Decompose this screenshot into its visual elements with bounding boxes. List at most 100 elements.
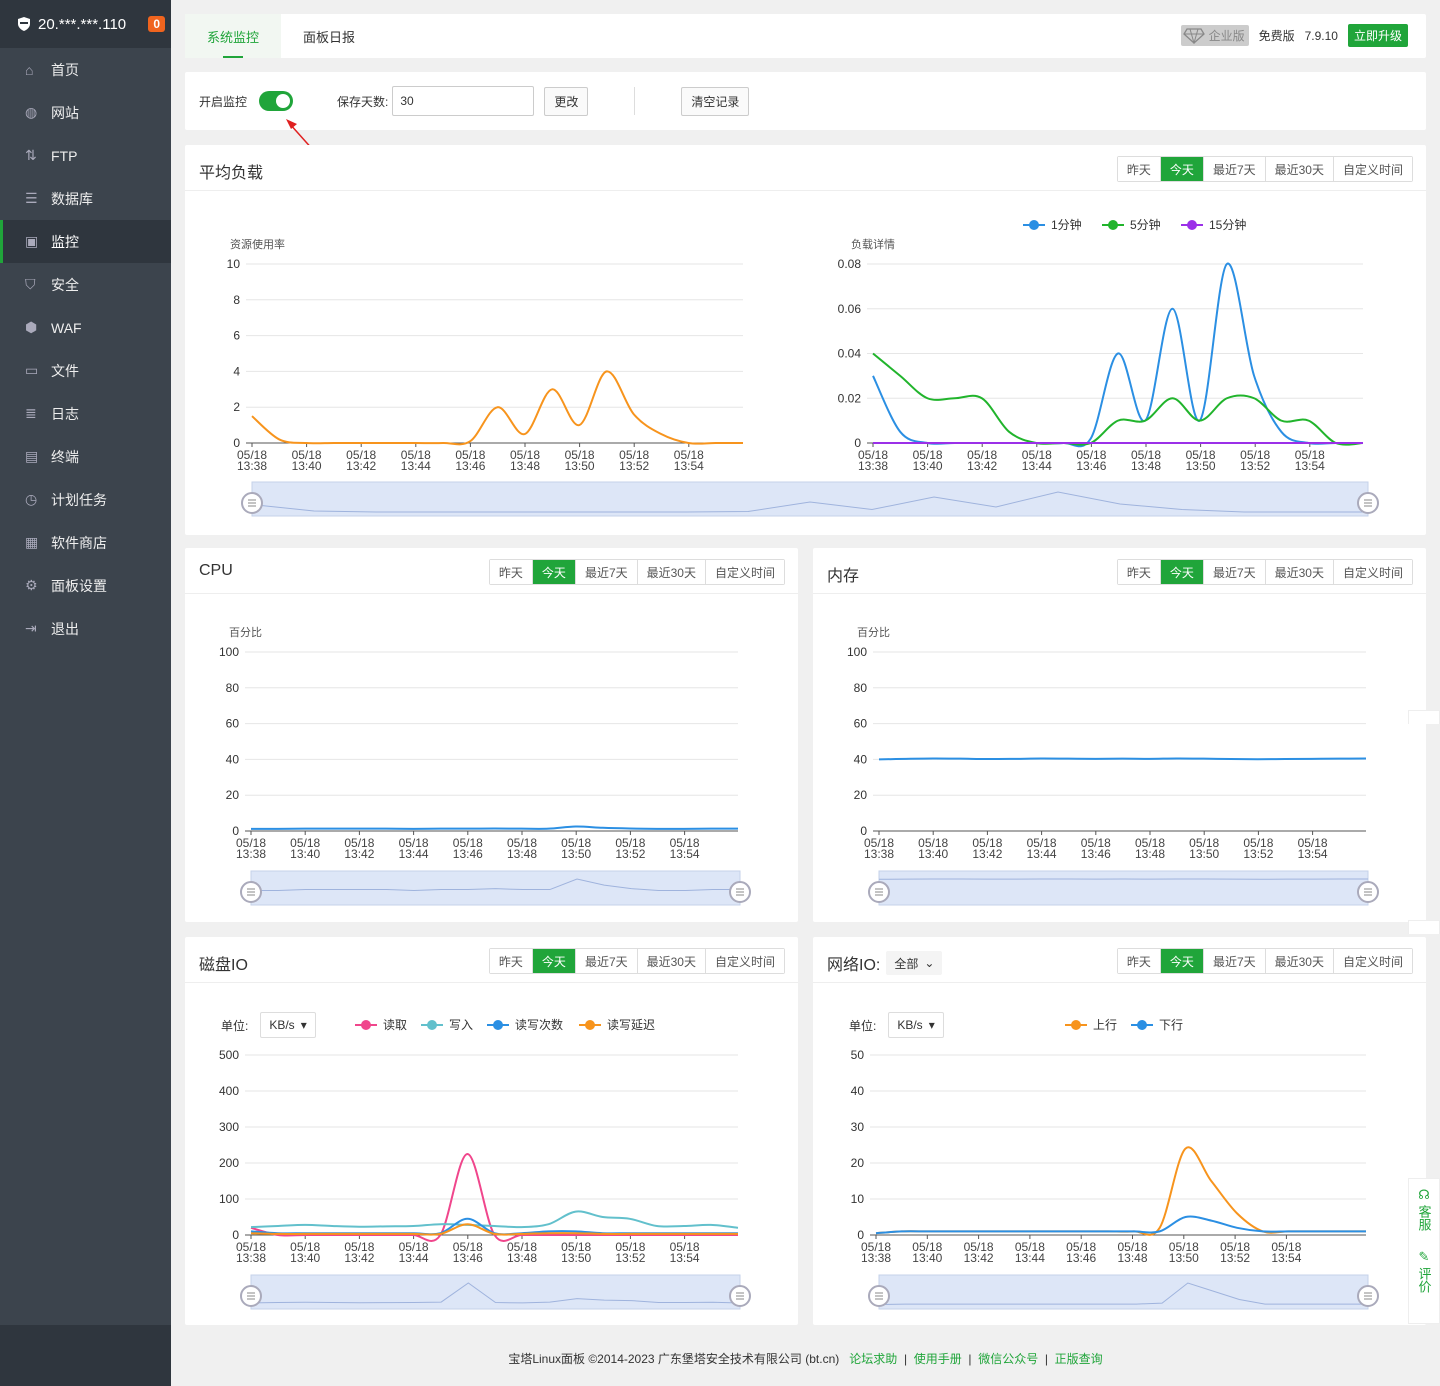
server-header[interactable]: 20.***.***.110 0 [0, 0, 171, 48]
sidebar-item-3[interactable]: ☰ 数据库 [0, 177, 171, 220]
change-button[interactable]: 更改 [544, 86, 589, 116]
load-detail-legend-marker [1029, 220, 1039, 230]
home-icon: ⌂ [25, 61, 34, 78]
disk-range-option-0[interactable]: 昨天 [489, 949, 532, 973]
load-range-option-1[interactable]: 今天 [1159, 157, 1203, 181]
disk-x-tick-label: 05/18 [344, 1240, 374, 1254]
mem-x-tick-label: 05/18 [1243, 836, 1273, 850]
tab-panel-daily-report[interactable]: 面板日报 [303, 29, 356, 45]
net-legend-label[interactable]: 上行 [1093, 1018, 1117, 1032]
net-range-option-4[interactable]: 自定义时间 [1332, 949, 1412, 973]
sidebar-item-10[interactable]: ◷ 计划任务 [0, 478, 171, 521]
caret-down-icon: ▾ [300, 1018, 307, 1032]
mem-range-option-3[interactable]: 最近30天 [1264, 560, 1333, 584]
cpu-range-option-1[interactable]: 今天 [531, 560, 575, 584]
mem-x-tick-label: 05/18 [1135, 836, 1165, 850]
disk-legend-marker [493, 1020, 503, 1030]
cpu-range-option-0[interactable]: 昨天 [489, 560, 532, 584]
sidebar-item-7[interactable]: ▭ 文件 [0, 349, 171, 392]
load-detail-legend-label[interactable]: 5分钟 [1130, 217, 1161, 232]
disk-range-selector: 昨天 今天 最近7天 最近30天 自定义时间 [488, 948, 785, 974]
net-range-option-3[interactable]: 最近30天 [1264, 949, 1333, 973]
disk-legend-label[interactable]: 写入 [449, 1018, 473, 1032]
enterprise-badge[interactable]: 企业版 [1180, 25, 1249, 46]
sidebar-item-2[interactable]: ⇅ FTP [0, 134, 171, 177]
rate-button[interactable]: 评价 [1416, 1267, 1432, 1293]
net-zoom-track[interactable] [878, 1274, 1369, 1310]
disk-range-option-2[interactable]: 最近7天 [574, 949, 637, 973]
mem-x-tick-label: 13:52 [1243, 847, 1273, 861]
net-x-tick-label: 05/18 [912, 1240, 942, 1254]
tab-system-monitor[interactable]: 系统监控 [185, 14, 282, 58]
cpu-range-option-4[interactable]: 自定义时间 [704, 560, 784, 584]
wechat-link[interactable]: 微信公众号 [978, 1352, 1039, 1366]
float-tab-2[interactable] [1408, 920, 1440, 934]
disk-zoom-track[interactable] [250, 1274, 741, 1310]
load-range-option-4[interactable]: 自定义时间 [1332, 157, 1412, 181]
mem-range-option-4[interactable]: 自定义时间 [1332, 560, 1412, 584]
disk-legend-label[interactable]: 读写次数 [515, 1017, 563, 1032]
load-zoom-track[interactable] [251, 481, 1369, 517]
sidebar-item-0[interactable]: ⌂ 首页 [0, 48, 171, 91]
mem-x-tick-label: 05/18 [1081, 836, 1111, 850]
load-range-option-2[interactable]: 最近7天 [1202, 157, 1265, 181]
mem-range-option-0[interactable]: 昨天 [1117, 560, 1160, 584]
disk-x-tick-label: 13:50 [561, 1251, 591, 1265]
sidebar-item-label: 面板设置 [51, 577, 107, 594]
customer-service-button[interactable]: 客服 [1416, 1205, 1432, 1231]
disk-legend-label[interactable]: 读取 [383, 1018, 407, 1032]
disk-x-tick-label: 05/18 [236, 1240, 266, 1254]
license-link[interactable]: 正版查询 [1054, 1352, 1103, 1366]
net-range-option-0[interactable]: 昨天 [1117, 949, 1160, 973]
float-tab-1[interactable] [1408, 710, 1440, 724]
forum-link[interactable]: 论坛求助 [849, 1352, 898, 1366]
disk-range-option-3[interactable]: 最近30天 [636, 949, 705, 973]
cpu-range-option-2[interactable]: 最近7天 [574, 560, 637, 584]
sidebar-item-11[interactable]: ▦ 软件商店 [0, 521, 171, 564]
sidebar-item-12[interactable]: ⚙ 面板设置 [0, 564, 171, 607]
net-range-option-2[interactable]: 最近7天 [1202, 949, 1265, 973]
disk-unit-select[interactable]: KB/s ▾ [260, 1012, 316, 1038]
net-unit-value: KB/s [897, 1018, 923, 1032]
sidebar-item-6[interactable]: ⬢ WAF [0, 306, 171, 349]
net-unit-select[interactable]: KB/s ▾ [888, 1012, 944, 1038]
sidebar-item-1[interactable]: ◍ 网站 [0, 91, 171, 134]
waf-icon: ⬢ [25, 319, 38, 335]
notification-badge[interactable]: 0 [148, 16, 165, 32]
retention-days-input[interactable]: 30 [392, 86, 535, 116]
disk-y-tick: 100 [219, 1192, 239, 1206]
sidebar-item-8[interactable]: ≣ 日志 [0, 392, 171, 435]
mem-range-option-2[interactable]: 最近7天 [1202, 560, 1265, 584]
mem-range-option-1[interactable]: 今天 [1159, 560, 1203, 584]
load-range-option-0[interactable]: 昨天 [1117, 157, 1160, 181]
net-legend-label[interactable]: 下行 [1159, 1018, 1183, 1032]
disk-range-option-1[interactable]: 今天 [531, 949, 575, 973]
cpu-grip-icon [736, 888, 744, 896]
load-range-option-3[interactable]: 最近30天 [1264, 157, 1333, 181]
net-x-tick-label: 05/18 [1220, 1240, 1250, 1254]
network-filter-select[interactable]: 全部 ⌄ [886, 951, 943, 975]
disk-range-option-4[interactable]: 自定义时间 [704, 949, 784, 973]
disk-x-tick-label: 05/18 [561, 1240, 591, 1254]
upgrade-button[interactable]: 立即升级 [1347, 24, 1408, 47]
load-detail-legend-label[interactable]: 15分钟 [1209, 217, 1246, 232]
cpu-range-selector: 昨天 今天 最近7天 最近30天 自定义时间 [488, 559, 785, 585]
clear-records-button[interactable]: 清空记录 [681, 86, 750, 116]
enterprise-label: 企业版 [1208, 29, 1245, 43]
net-x-tick-label: 13:54 [1271, 1251, 1301, 1265]
monitor-toggle[interactable] [259, 91, 294, 111]
top-tabs-card: 系统监控 面板日报 企业版 免费版 7.9.10 立即升级 [185, 14, 1426, 58]
disk-legend-label[interactable]: 读写延迟 [607, 1018, 655, 1032]
sidebar-item-4[interactable]: ▣ 监控 [0, 220, 171, 263]
sidebar-item-13[interactable]: ⇥ 退出 [0, 607, 171, 650]
sidebar-item-5[interactable]: ⛉ 安全 [0, 263, 171, 306]
sidebar-item-9[interactable]: ▤ 终端 [0, 435, 171, 478]
cpu-zoom-track[interactable] [250, 870, 741, 906]
net-series-1-line [875, 1215, 1366, 1235]
load-detail-legend-label[interactable]: 1分钟 [1051, 217, 1082, 232]
cpu-range-option-3[interactable]: 最近30天 [636, 560, 705, 584]
load-usage-x-tick-label: 05/18 [619, 448, 649, 462]
net-range-option-1[interactable]: 今天 [1159, 949, 1203, 973]
manual-link[interactable]: 使用手册 [913, 1352, 962, 1366]
mem-zoom-track[interactable] [878, 870, 1369, 906]
